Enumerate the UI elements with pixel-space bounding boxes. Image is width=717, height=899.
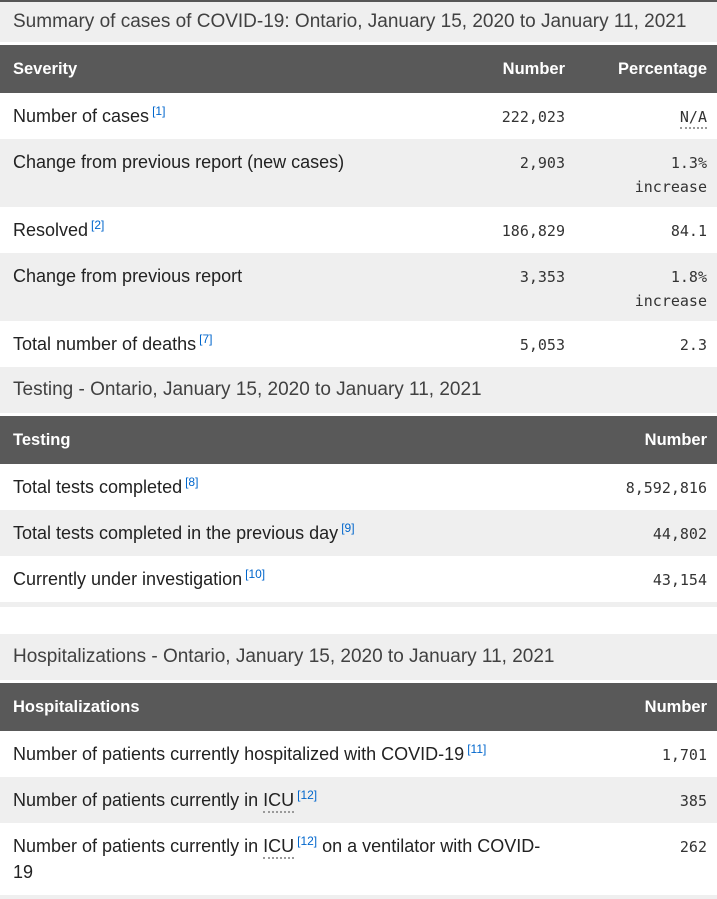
footnote-link[interactable]: [12] xyxy=(297,834,318,848)
footnote-link[interactable]: [2] xyxy=(91,218,105,232)
number-cell: 5,053 xyxy=(519,336,565,354)
column-header-number: Number xyxy=(557,416,717,464)
row-label-cell: Change from previous report (new cases) xyxy=(13,152,345,172)
summary-header-row: Severity Number Percentage xyxy=(0,45,717,93)
row-label-cell: Number of patients currently in ICU [12] xyxy=(0,777,557,823)
row-label-cell: Currently under investigation [10] xyxy=(13,567,266,589)
number-cell: 2,903 xyxy=(519,154,565,172)
testing-table: Testing Number Total tests completed [8] 8… xyxy=(0,416,717,602)
column-header-number: Number xyxy=(445,45,575,93)
footnote-link[interactable]: [10] xyxy=(245,567,266,581)
table-row: Change from previous report 3,353 1.8% incr… xyxy=(0,253,717,321)
testing-table-caption: Testing - Ontario, January 15, 2020 to J… xyxy=(0,367,717,413)
row-label-cell: Change from previous report xyxy=(13,266,243,286)
footnote-link[interactable]: [12] xyxy=(297,788,318,802)
row-label-cell: Number of cases [1] xyxy=(13,104,166,126)
next-row-cutoff-strip xyxy=(0,895,717,899)
number-cell: 44,802 xyxy=(652,525,707,543)
row-label-cell: Total tests completed in the previous da… xyxy=(13,521,355,543)
abbreviation[interactable]: N/A xyxy=(679,108,707,129)
row-label-cell: Number of patients currently in ICU [12] … xyxy=(13,834,541,882)
hospitalizations-table: Hospitalizations Number Number of patien… xyxy=(0,683,717,895)
footnote-link[interactable]: [8] xyxy=(185,475,199,489)
column-header-percentage: Percentage xyxy=(575,45,717,93)
section-gap xyxy=(0,607,717,634)
percentage-cell: N/A xyxy=(575,93,717,139)
summary-table: Severity Number Percentage Number of cas… xyxy=(0,45,717,367)
table-row: Total tests completed [8] 8,592,816 xyxy=(0,464,717,510)
abbreviation[interactable]: ICU xyxy=(263,790,295,813)
percentage-cell: 2.3 xyxy=(679,336,707,354)
table-row: Number of patients currently in ICU [12] … xyxy=(0,823,717,895)
number-cell: 222,023 xyxy=(501,108,565,126)
table-row: Number of cases [1] 222,023 N/A xyxy=(0,93,717,139)
table-row: Total tests completed in the previous da… xyxy=(0,510,717,556)
table-row: Number of patients currently in ICU [12] 3… xyxy=(0,777,717,823)
footnote-link[interactable]: [1] xyxy=(152,104,166,118)
number-cell: 186,829 xyxy=(501,222,565,240)
abbreviation[interactable]: ICU xyxy=(263,836,295,859)
row-label-cell: Number of patients currently hospitalize… xyxy=(13,742,487,764)
table-row: Number of patients currently hospitalize… xyxy=(0,731,717,777)
testing-header-row: Testing Number xyxy=(0,416,717,464)
number-cell: 3,353 xyxy=(519,268,565,286)
number-cell: 262 xyxy=(679,838,707,856)
row-label-cell: Total number of deaths [7] xyxy=(13,332,213,354)
number-cell: 8,592,816 xyxy=(625,479,707,497)
number-cell: 43,154 xyxy=(652,571,707,589)
column-header-hospitalizations: Hospitalizations xyxy=(0,683,557,731)
table-row: Change from previous report (new cases) 2… xyxy=(0,139,717,207)
row-label-cell: Total tests completed [8] xyxy=(13,475,199,497)
hospitalizations-header-row: Hospitalizations Number xyxy=(0,683,717,731)
table-row: Currently under investigation [10] 43,154 xyxy=(0,556,717,602)
top-border-rule xyxy=(0,0,717,2)
percentage-cell: 1.8% increase xyxy=(634,268,707,310)
number-cell: 385 xyxy=(679,792,707,810)
footnote-link[interactable]: [7] xyxy=(199,332,213,346)
percentage-cell: 84.1 xyxy=(670,222,707,240)
column-header-testing: Testing xyxy=(0,416,557,464)
table-row: Resolved [2] 186,829 84.1 xyxy=(0,207,717,253)
summary-table-caption: Summary of cases of COVID-19: Ontario, J… xyxy=(0,2,717,42)
table-row: Total number of deaths [7] 5,053 2.3 xyxy=(0,321,717,367)
footnote-link[interactable]: [11] xyxy=(467,742,487,756)
testing-table-bottom-strip xyxy=(0,602,717,607)
row-label-cell: Resolved [2] xyxy=(13,218,105,240)
percentage-cell: 1.3% increase xyxy=(634,154,707,196)
footnote-link[interactable]: [9] xyxy=(341,521,355,535)
column-header-severity: Severity xyxy=(0,45,445,93)
hospitalizations-table-caption: Hospitalizations - Ontario, January 15, … xyxy=(0,634,717,680)
column-header-number: Number xyxy=(557,683,717,731)
number-cell: 1,701 xyxy=(661,746,707,764)
